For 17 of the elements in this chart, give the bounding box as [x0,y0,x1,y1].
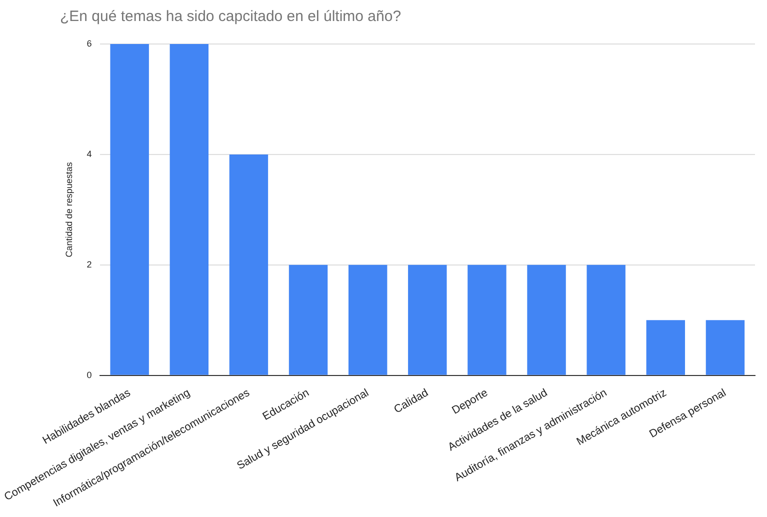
chart-title: ¿En qué temas ha sido capcitado en el último año? [60,8,402,26]
y-tick-label: 6 [86,38,92,48]
bar [170,44,209,375]
bar [229,154,268,375]
y-axis-title: Cantidad de respuestas [64,162,74,258]
y-tick-label: 4 [86,148,92,159]
y-tick-label: 0 [86,370,92,380]
bar [348,264,388,375]
bar [586,264,626,375]
bar [646,320,686,375]
bar [408,264,447,375]
bar [110,44,149,375]
bar [706,320,745,375]
bar [288,264,328,375]
bar [527,264,566,375]
bar [468,264,506,375]
y-tick-label: 2 [86,259,92,270]
